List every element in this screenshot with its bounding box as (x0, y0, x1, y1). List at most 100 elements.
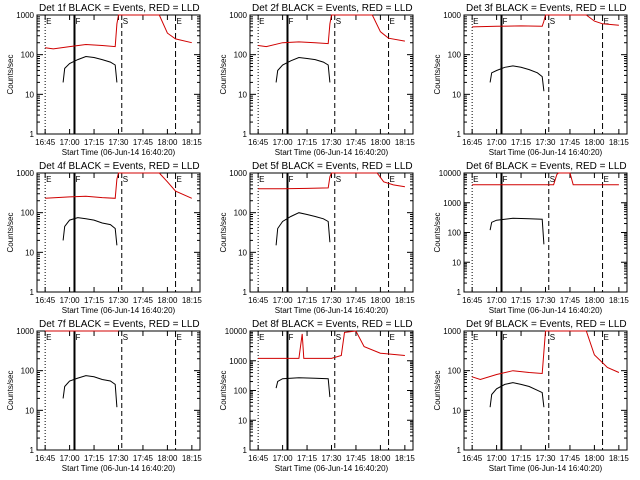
chart-title: Det 6f BLACK = Events, RED = LLD (466, 161, 627, 172)
chart-panel-5: Det 5f BLACK = Events, RED = LLD 1 10 100 10… (219, 161, 415, 315)
y-tick-label: 10 (238, 90, 247, 99)
chart-title: Det 7f BLACK = Events, RED = LLD (39, 319, 200, 330)
y-tick-label: 1000 (16, 169, 34, 178)
series-line (471, 330, 620, 381)
x-tick-label: 17:15 (84, 296, 105, 305)
x-tick-label: 18:15 (395, 296, 416, 305)
x-tick-label: 16:45 (35, 296, 56, 305)
x-tick-label: 16:45 (248, 454, 269, 463)
y-axis-label: Counts/sec (6, 212, 15, 252)
x-tick-label: 17:00 (487, 454, 508, 463)
x-tick-label: 17:00 (273, 138, 294, 147)
x-tick-label: 17:00 (487, 138, 508, 147)
y-tick-label: 10 (25, 248, 34, 257)
marker-label: E (177, 333, 182, 342)
y-tick-label: 100 (234, 387, 248, 396)
y-tick-label: 10 (238, 248, 247, 257)
y-tick-label: 1000 (443, 11, 461, 20)
series-line (62, 55, 118, 83)
x-tick-label: 17:45 (133, 454, 154, 463)
marker-label: E (473, 17, 478, 26)
x-tick-label: 18:15 (395, 454, 416, 463)
x-axis-label: Start Time (06-Jun-14 16:40:20) (62, 306, 176, 315)
x-tick-label: 17:45 (346, 454, 367, 463)
x-tick-label: 16:45 (248, 296, 269, 305)
x-tick-label: 17:15 (511, 296, 532, 305)
x-tick-label: 18:15 (609, 454, 630, 463)
x-tick-label: 16:45 (248, 138, 269, 147)
y-tick-label: 1 (457, 130, 462, 139)
y-tick-label: 1000 (229, 357, 247, 366)
x-tick-label: 18:00 (157, 454, 178, 463)
x-tick-label: 18:15 (182, 138, 203, 147)
series-line (489, 217, 545, 245)
series-line (472, 14, 619, 28)
marker-label: F (75, 175, 80, 184)
y-axis-label: Counts/sec (219, 212, 228, 252)
marker-label: E (259, 175, 264, 184)
x-tick-label: 18:00 (584, 296, 605, 305)
x-tick-label: 18:15 (182, 296, 203, 305)
x-tick-label: 17:30 (535, 454, 556, 463)
series-line (258, 330, 405, 359)
marker-label: F (502, 17, 507, 26)
y-tick-label: 1 (243, 288, 248, 297)
y-tick-label: 10 (25, 90, 34, 99)
y-tick-label: 1000 (229, 169, 247, 178)
x-tick-label: 17:15 (297, 296, 318, 305)
marker-label: S (336, 17, 341, 26)
x-tick-label: 17:00 (487, 296, 508, 305)
y-axis-label: Counts/sec (433, 370, 442, 410)
y-tick-label: 100 (234, 209, 248, 218)
y-tick-label: 1000 (229, 11, 247, 20)
x-tick-label: 18:15 (609, 296, 630, 305)
x-axis-label: Start Time (06-Jun-14 16:40:20) (489, 148, 603, 157)
x-tick-label: 17:15 (511, 138, 532, 147)
chart-title: Det 8f BLACK = Events, RED = LLD (252, 319, 413, 330)
marker-label: F (502, 175, 507, 184)
x-tick-label: 17:15 (511, 454, 532, 463)
x-tick-label: 18:00 (584, 138, 605, 147)
marker-label: S (336, 333, 341, 342)
marker-label: E (177, 17, 182, 26)
x-tick-label: 18:00 (584, 454, 605, 463)
series-line (258, 14, 405, 48)
x-tick-label: 17:30 (108, 296, 129, 305)
series-line (62, 217, 118, 246)
marker-label: F (288, 175, 293, 184)
chart-panel-9: Det 9f BLACK = Events, RED = LLD 1 10 100 10… (433, 319, 629, 473)
series-line (489, 65, 545, 92)
x-axis-label: Start Time (06-Jun-14 16:40:20) (275, 306, 389, 315)
x-tick-label: 16:45 (462, 454, 483, 463)
y-tick-label: 1 (30, 130, 35, 139)
x-tick-label: 17:45 (346, 296, 367, 305)
y-tick-label: 1 (30, 288, 35, 297)
marker-label: E (46, 175, 51, 184)
marker-label: E (473, 333, 478, 342)
x-tick-label: 17:45 (560, 296, 581, 305)
chart-panel-6: Det 6f BLACK = Events, RED = LLD 1 10 100 10… (433, 161, 629, 315)
x-tick-label: 18:15 (609, 138, 630, 147)
marker-label: E (390, 17, 395, 26)
y-axis-label: Counts/sec (433, 54, 442, 94)
x-tick-label: 17:30 (535, 138, 556, 147)
x-tick-label: 18:00 (157, 138, 178, 147)
x-axis-label: Start Time (06-Jun-14 16:40:20) (275, 464, 389, 473)
x-tick-label: 17:45 (560, 138, 581, 147)
marker-label: E (604, 333, 609, 342)
y-tick-label: 1000 (443, 327, 461, 336)
marker-label: E (473, 175, 478, 184)
x-tick-label: 17:15 (84, 454, 105, 463)
chart-panel-7: Det 7f BLACK = Events, RED = LLD 1 10 100 10… (6, 319, 202, 473)
marker-label: F (75, 17, 80, 26)
marker-label: E (46, 17, 51, 26)
marker-label: S (550, 17, 555, 26)
marker-label: E (390, 333, 395, 342)
marker-label: S (550, 333, 555, 342)
x-tick-label: 17:45 (560, 454, 581, 463)
x-tick-label: 18:00 (157, 296, 178, 305)
x-tick-label: 17:45 (346, 138, 367, 147)
x-tick-label: 18:00 (370, 138, 391, 147)
marker-label: E (177, 175, 182, 184)
